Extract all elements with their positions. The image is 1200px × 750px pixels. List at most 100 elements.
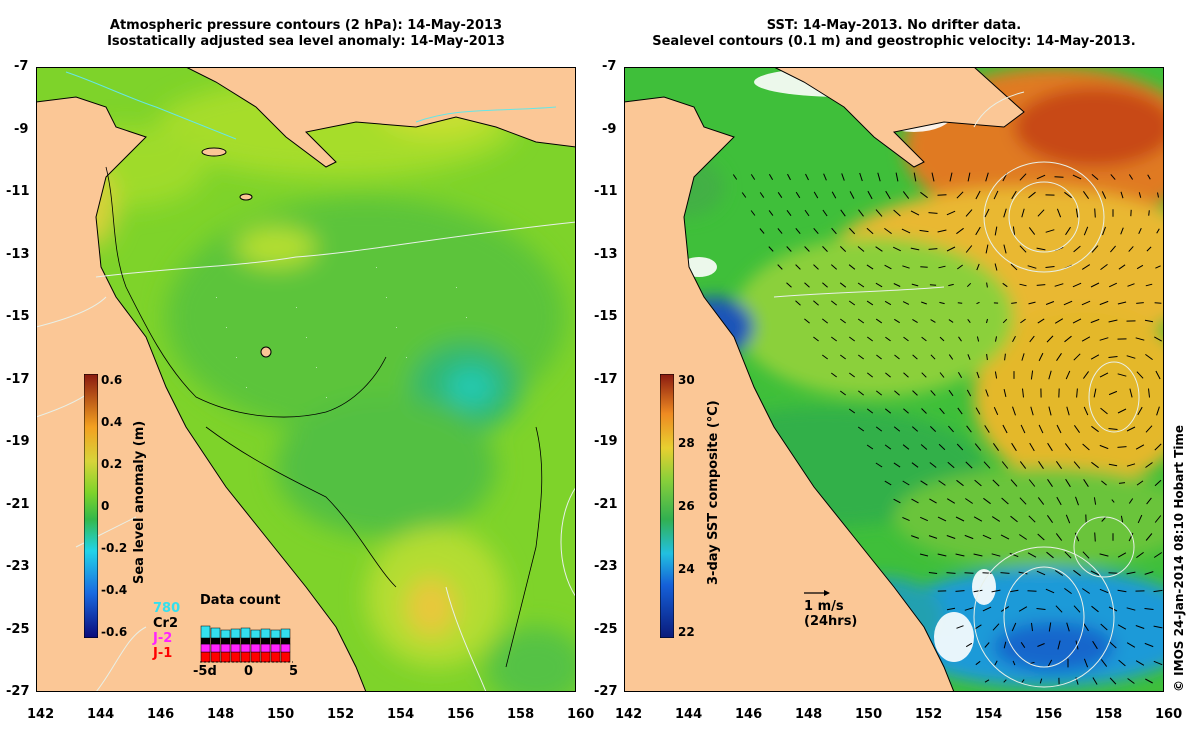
- velocity-arrow: [1021, 208, 1025, 218]
- velocity-arrow: [1056, 496, 1062, 506]
- velocity-arrow: [732, 174, 738, 180]
- velocity-arrow: [1030, 370, 1034, 380]
- velocity-arrow: [948, 425, 954, 433]
- velocity-arrow: [1128, 532, 1134, 542]
- lat-tick-label: -15: [6, 309, 30, 324]
- velocity-arrow: [949, 172, 953, 182]
- velocity-arrow: [1001, 497, 1009, 505]
- velocity-arrow: [857, 246, 865, 252]
- velocity-arrow: [956, 443, 964, 451]
- track-points: [216, 267, 467, 398]
- velocity-arrow: [921, 336, 927, 342]
- velocity-arrow: [957, 264, 963, 270]
- velocity-arrow: [1118, 264, 1126, 270]
- velocity-arrow: [1003, 679, 1007, 683]
- velocity-arrow: [1066, 406, 1070, 416]
- lon-tick-label: 150: [855, 707, 883, 722]
- velocity-arrow: [929, 498, 937, 504]
- sla-colorbar: [84, 374, 98, 638]
- velocity-arrow: [1012, 660, 1016, 666]
- velocity-arrow: [1028, 479, 1036, 487]
- velocity-arrow: [839, 246, 847, 252]
- velocity-arrow: [920, 444, 928, 450]
- velocity-arrow: [1011, 190, 1017, 200]
- histogram-bar: [250, 637, 261, 645]
- velocity-arrow: [1010, 263, 1018, 271]
- velocity-arrow: [957, 407, 963, 415]
- velocity-arrow: [1126, 571, 1136, 575]
- histogram-bar: [280, 628, 291, 639]
- velocity-arrow: [1138, 227, 1142, 235]
- velocity-arrow: [911, 535, 919, 539]
- velocity-arrow: [1128, 498, 1134, 504]
- lon-tick-label: 152: [327, 707, 355, 722]
- velocity-arrow: [1153, 660, 1163, 666]
- velocity-arrow: [867, 336, 873, 342]
- velocity-arrow: [902, 191, 910, 199]
- velocity-arrow: [994, 371, 998, 379]
- velocity-arrow: [1126, 463, 1136, 467]
- velocity-arrow: [875, 390, 883, 396]
- histogram-bar: [200, 651, 211, 663]
- velocity-arrow: [928, 248, 938, 250]
- velocity-arrow: [1154, 479, 1162, 487]
- velocity-arrow: [1036, 247, 1046, 251]
- velocity-arrow: [937, 516, 947, 522]
- histogram-bar: [280, 643, 291, 653]
- velocity-arrow: [964, 607, 974, 611]
- satellite-legend-item: J-1: [153, 646, 173, 661]
- velocity-arrow: [848, 264, 856, 270]
- velocity-arrow: [984, 425, 990, 433]
- colorbar-tick-label: -0.6: [101, 625, 128, 639]
- data-count-tick-label: 5: [289, 664, 299, 679]
- velocity-arrow: [955, 553, 965, 557]
- velocity-arrow: [1082, 443, 1090, 451]
- velocity-arrow: [759, 228, 765, 234]
- lon-tick-label: 154: [975, 707, 1003, 722]
- velocity-arrow: [795, 300, 801, 306]
- velocity-arrow: [1019, 497, 1027, 505]
- velocity-arrow: [919, 229, 929, 233]
- velocity-arrow: [965, 209, 973, 217]
- velocity-arrow: [1136, 264, 1144, 270]
- velocity-arrow: [910, 247, 920, 251]
- velocity-arrow: [1048, 622, 1052, 632]
- histogram-bar: [280, 637, 291, 645]
- velocity-arrow: [913, 172, 917, 182]
- velocity-arrow: [1019, 245, 1027, 253]
- velocity-arrow: [795, 191, 801, 199]
- velocity-arrow: [1108, 463, 1118, 467]
- lat-tick-label: -21: [6, 496, 30, 512]
- velocity-arrow: [946, 246, 956, 252]
- velocity-arrow: [1038, 461, 1044, 469]
- lon-tick-label: 158: [1095, 707, 1123, 722]
- geostrophic-velocity-arrows: [732, 172, 1163, 685]
- velocity-arrow: [973, 516, 983, 522]
- velocity-arrow: [1120, 227, 1124, 235]
- velocity-arrow: [984, 208, 990, 218]
- histogram-bar: [230, 651, 241, 663]
- velocity-arrow: [1117, 589, 1127, 593]
- histogram-bar: [260, 643, 271, 653]
- velocity-arrow: [1047, 442, 1053, 452]
- velocity-arrow: [1099, 444, 1109, 450]
- velocity-arrow: [894, 354, 900, 360]
- velocity-arrow: [991, 516, 1001, 522]
- velocity-arrow: [1083, 658, 1089, 668]
- velocity-arrow: [1102, 226, 1106, 236]
- velocity-arrow: [839, 282, 847, 288]
- velocity-arrow: [902, 444, 910, 450]
- lat-tick-label: -25: [594, 621, 618, 637]
- lat-tick-label: -7: [14, 59, 29, 74]
- histogram-bar: [240, 627, 251, 639]
- lat-tick-label: -9: [14, 121, 29, 137]
- velocity-arrow: [813, 264, 819, 270]
- velocity-arrow: [911, 498, 919, 504]
- velocity-arrow: [857, 390, 865, 396]
- velocity-arrow: [1054, 570, 1064, 576]
- sea-level-anomaly-map: [36, 67, 576, 692]
- lat-tick-label: -27: [594, 684, 618, 699]
- velocity-arrow: [1156, 406, 1160, 416]
- histogram-bar: [250, 651, 261, 663]
- velocity-arrow: [994, 660, 998, 666]
